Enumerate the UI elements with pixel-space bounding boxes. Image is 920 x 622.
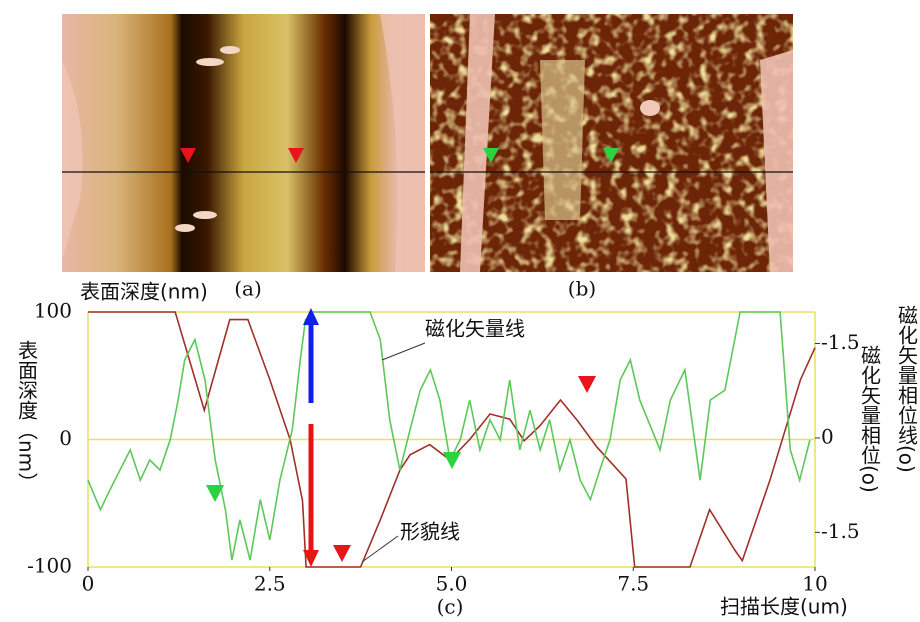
y-tick-label: -100 <box>27 554 72 578</box>
panel-label: (a) <box>234 277 262 301</box>
panel-label: (b) <box>568 277 596 301</box>
y-tick-label: 0 <box>59 426 72 450</box>
x-tick-label: 10 <box>802 572 827 596</box>
y2-axis-title: 磁化矢量相位(o) <box>858 345 882 493</box>
y2-axis-title: 磁化矢量相位线(o) <box>895 305 919 473</box>
data-line <box>88 311 816 568</box>
plot-area: 100 0 -100 -1.5 0 -1.5 0 2.5 5.0 7.5 10 <box>27 299 860 596</box>
x-tick-label: 2.5 <box>254 572 286 596</box>
decorations <box>206 308 596 567</box>
data-line <box>87 311 811 561</box>
y2-tick-label: -1.5 <box>821 519 860 543</box>
x-tick-label: 0 <box>82 572 95 596</box>
x-tick-label: 5.0 <box>436 572 468 596</box>
y-axis-title: 表面深度（nm） <box>15 340 39 493</box>
x-tick-label: 7.5 <box>617 572 649 596</box>
y2-tick-label: 0 <box>821 424 834 448</box>
annotation: 磁化矢量线 <box>425 317 525 341</box>
y-tick-label: 100 <box>34 299 72 323</box>
image-caption: 表面深度(nm) <box>80 280 208 304</box>
image-a <box>62 14 425 272</box>
image-b <box>430 14 793 272</box>
x-axis-title: 扫描长度(um) <box>720 595 848 619</box>
annotation: 形貌线 <box>400 520 460 544</box>
panel-label: (c) <box>437 595 464 619</box>
y2-tick-label: -1.5 <box>821 330 860 354</box>
